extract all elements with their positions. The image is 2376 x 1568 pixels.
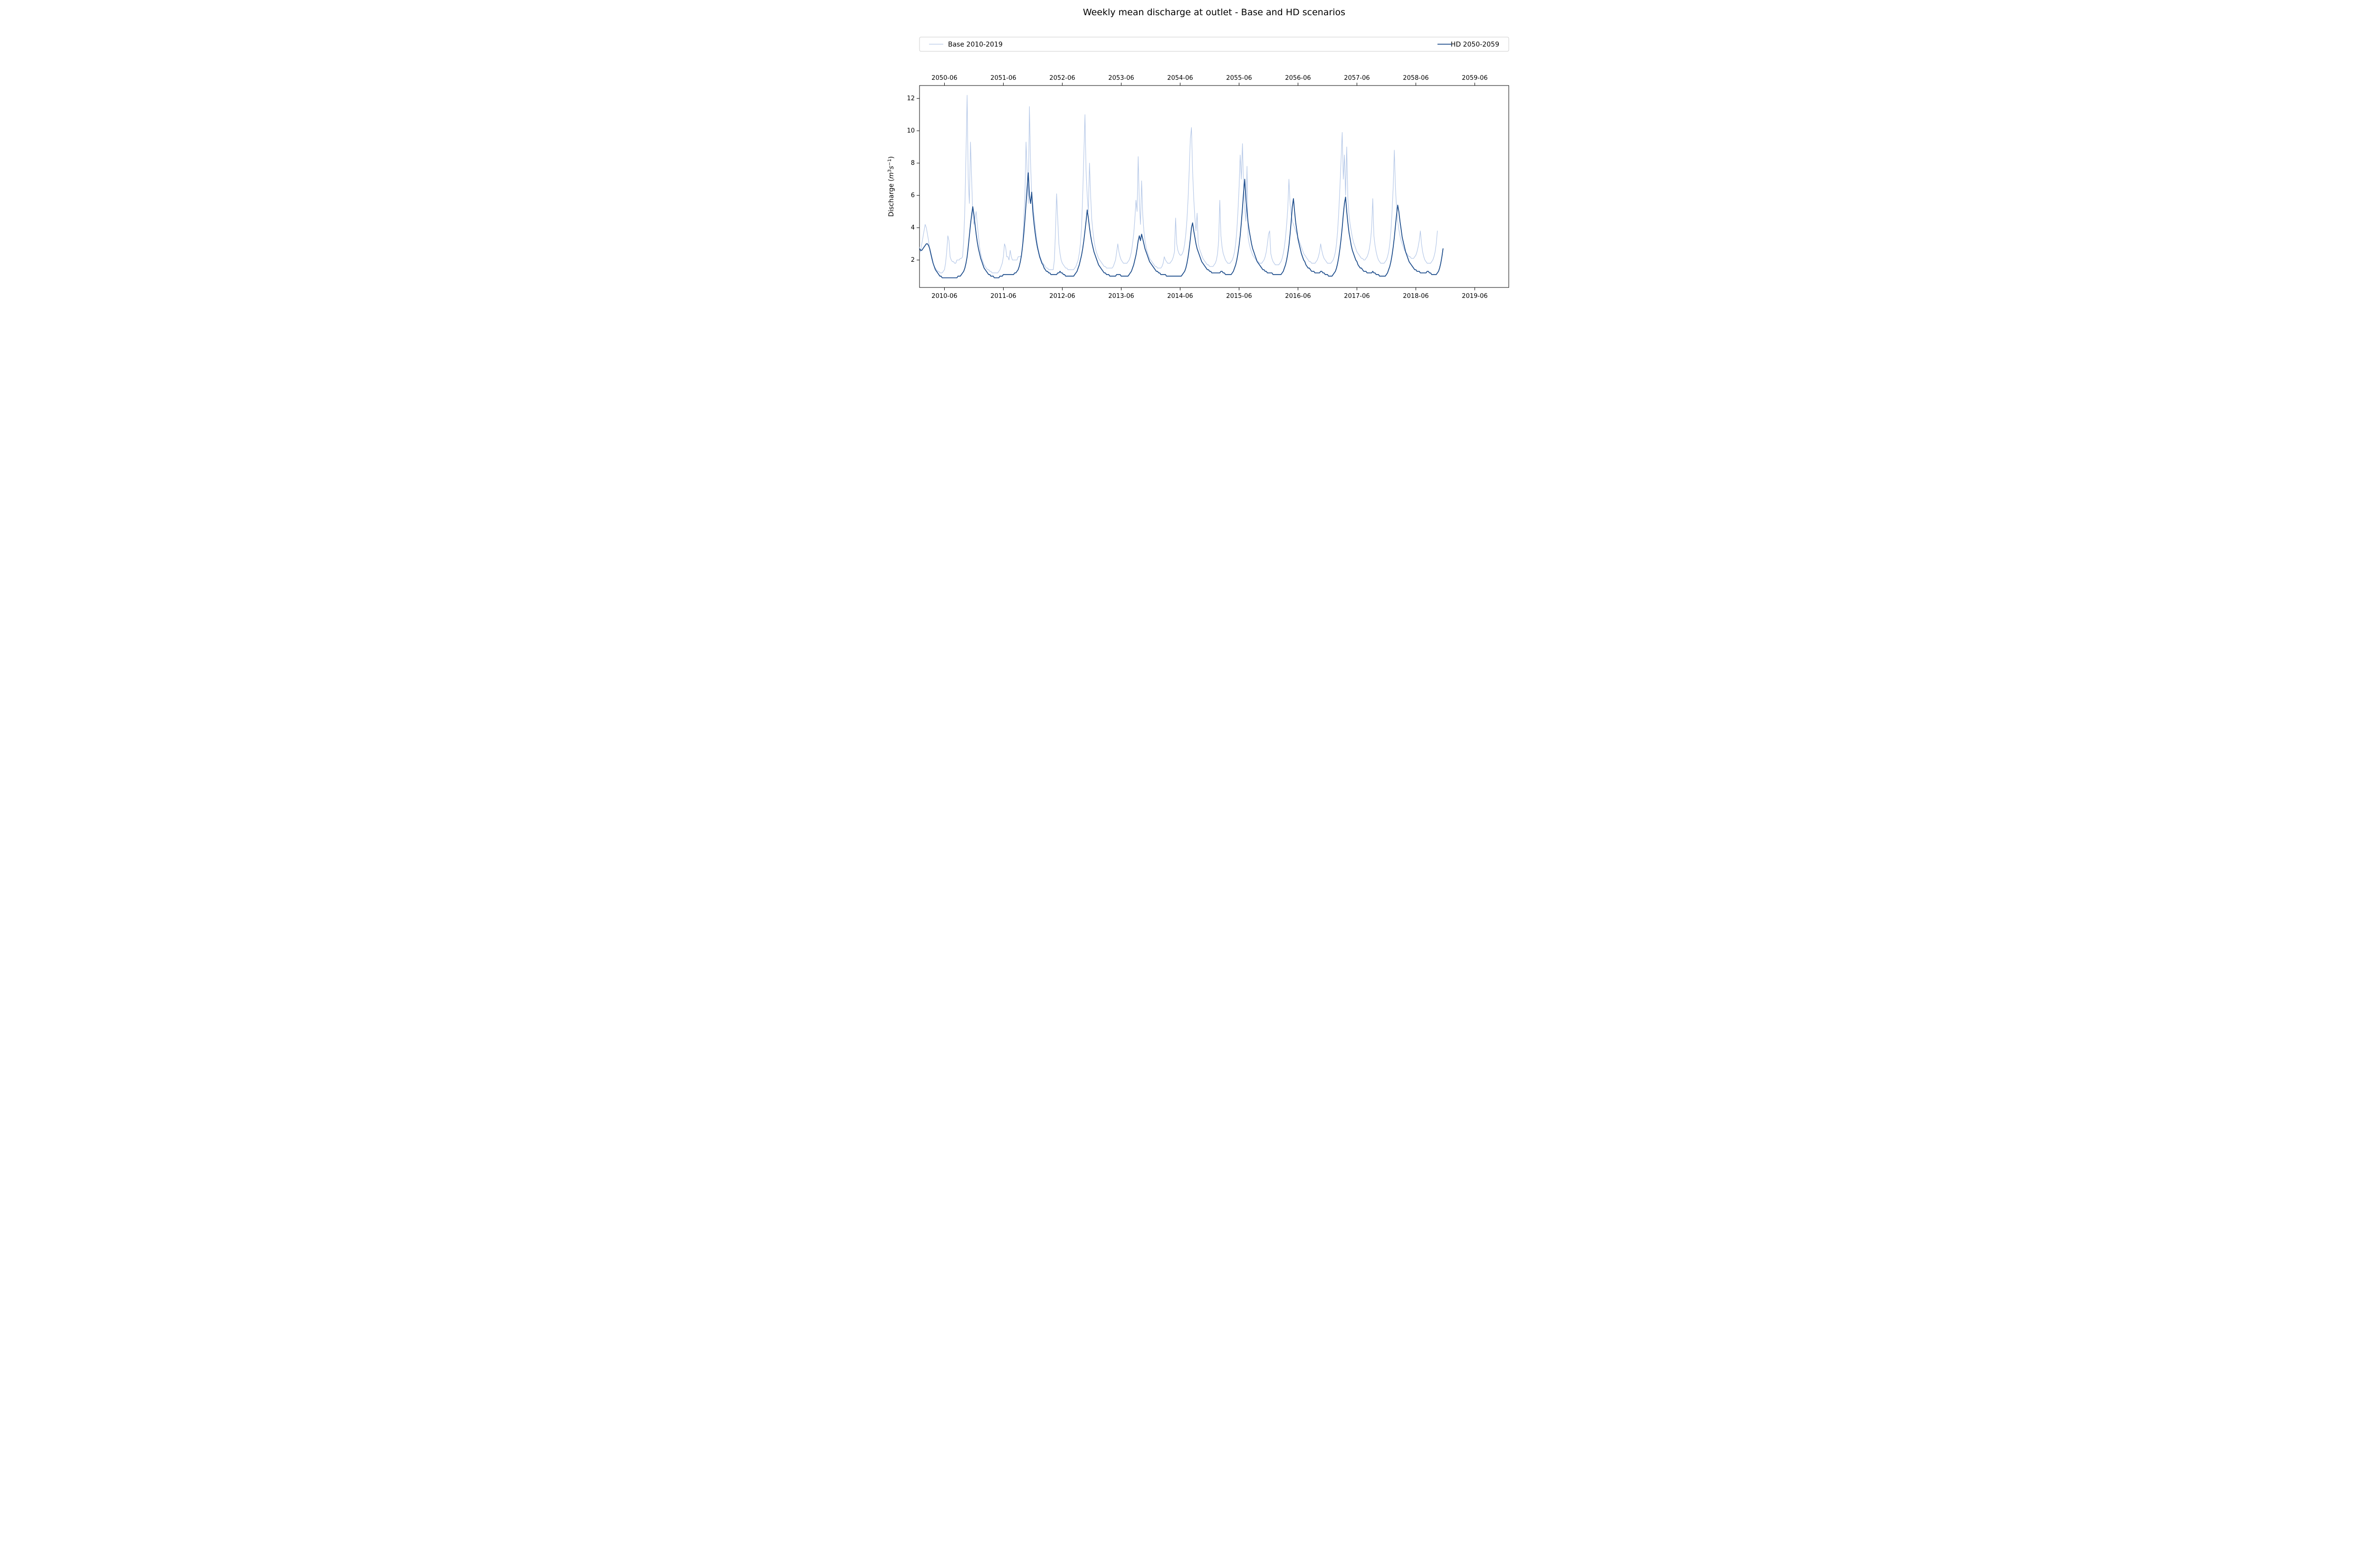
y-tick-label: 8: [911, 160, 915, 167]
x-tick-label-bottom: 2015-06: [1226, 293, 1252, 300]
x-tick-label-top: 2050-06: [931, 75, 957, 82]
x-tick-label-bottom: 2011-06: [990, 293, 1016, 300]
x-tick-label-top: 2059-06: [1462, 75, 1487, 82]
x-tick-label-top: 2052-06: [1049, 75, 1075, 82]
x-tick-label-bottom: 2010-06: [931, 293, 957, 300]
x-tick-label-bottom: 2019-06: [1462, 293, 1487, 300]
discharge-chart: Weekly mean discharge at outlet - Base a…: [846, 0, 1530, 314]
x-tick-label-top: 2054-06: [1167, 75, 1193, 82]
x-tick-label-bottom: 2017-06: [1344, 293, 1370, 300]
legend-box: [920, 37, 1509, 51]
x-tick-label-bottom: 2013-06: [1108, 293, 1134, 300]
chart-container: Weekly mean discharge at outlet - Base a…: [846, 0, 1530, 314]
y-tick-label: 6: [911, 192, 915, 199]
x-tick-label-top: 2057-06: [1344, 75, 1370, 82]
legend-label-1: HD 2050-2059: [1451, 41, 1499, 48]
legend-label-0: Base 2010-2019: [948, 41, 1003, 48]
x-tick-label-bottom: 2014-06: [1167, 293, 1193, 300]
y-tick-label: 10: [907, 127, 915, 134]
x-tick-label-top: 2051-06: [990, 75, 1016, 82]
x-tick-label-bottom: 2018-06: [1403, 293, 1428, 300]
x-tick-label-bottom: 2012-06: [1049, 293, 1075, 300]
x-tick-label-bottom: 2016-06: [1285, 293, 1311, 300]
x-tick-label-top: 2056-06: [1285, 75, 1311, 82]
y-tick-label: 4: [911, 224, 915, 231]
y-tick-label: 12: [907, 95, 915, 102]
x-tick-label-top: 2055-06: [1226, 75, 1252, 82]
chart-title: Weekly mean discharge at outlet - Base a…: [1083, 7, 1345, 18]
x-tick-label-top: 2058-06: [1403, 75, 1428, 82]
x-tick-label-top: 2053-06: [1108, 75, 1134, 82]
y-tick-label: 2: [911, 257, 915, 264]
